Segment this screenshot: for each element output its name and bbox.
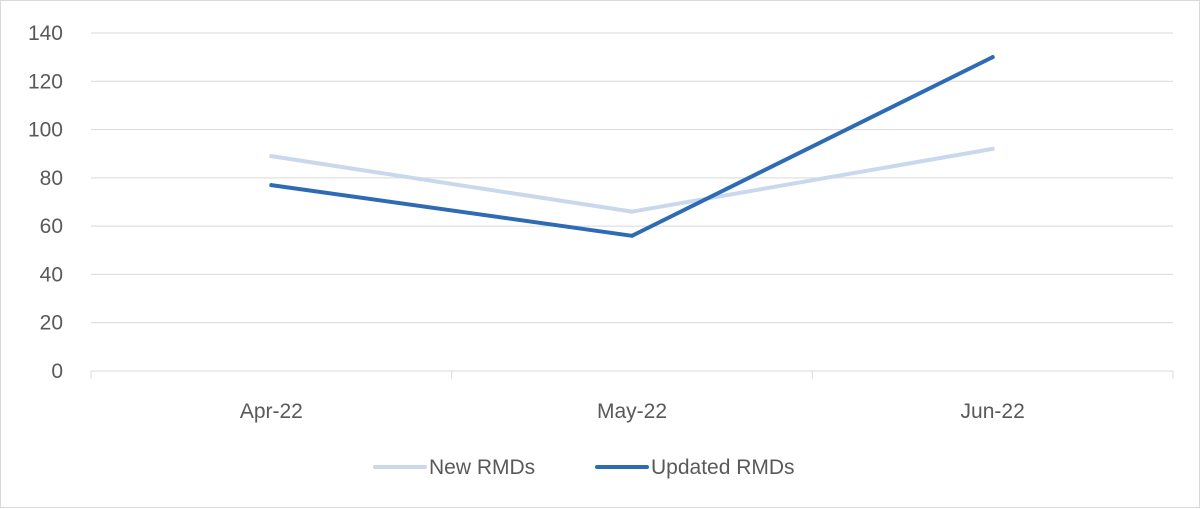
data-point	[630, 233, 634, 238]
y-tick-label: 100	[28, 119, 63, 142]
data-point	[630, 209, 634, 214]
y-tick-label: 120	[28, 70, 63, 93]
y-tick-label: 60	[40, 215, 63, 238]
x-axis: Apr-22 May-22 Jun-22	[90, 370, 1174, 423]
x-tick-label: May-22	[597, 400, 667, 423]
gridlines	[91, 32, 1173, 324]
series-lines	[269, 55, 995, 238]
y-tick-label: 40	[40, 263, 63, 286]
y-tick-label: 80	[40, 167, 63, 190]
series-line-updated-rmds	[269, 55, 995, 238]
legend: New RMDs Updated RMDs	[373, 456, 795, 479]
y-axis-ticks: 0 20 40 60 80 100 120 140	[28, 22, 63, 383]
y-tick-label: 20	[40, 312, 63, 335]
data-point	[269, 154, 274, 159]
legend-label: Updated RMDs	[651, 456, 795, 479]
legend-label: New RMDs	[429, 456, 535, 479]
x-tick-label: Apr-22	[240, 400, 303, 423]
data-point	[990, 55, 995, 60]
x-tick-label: Jun-22	[961, 400, 1025, 423]
data-point	[269, 183, 274, 188]
data-point	[990, 146, 995, 151]
y-tick-label: 140	[28, 22, 63, 45]
y-tick-label: 0	[51, 360, 63, 383]
